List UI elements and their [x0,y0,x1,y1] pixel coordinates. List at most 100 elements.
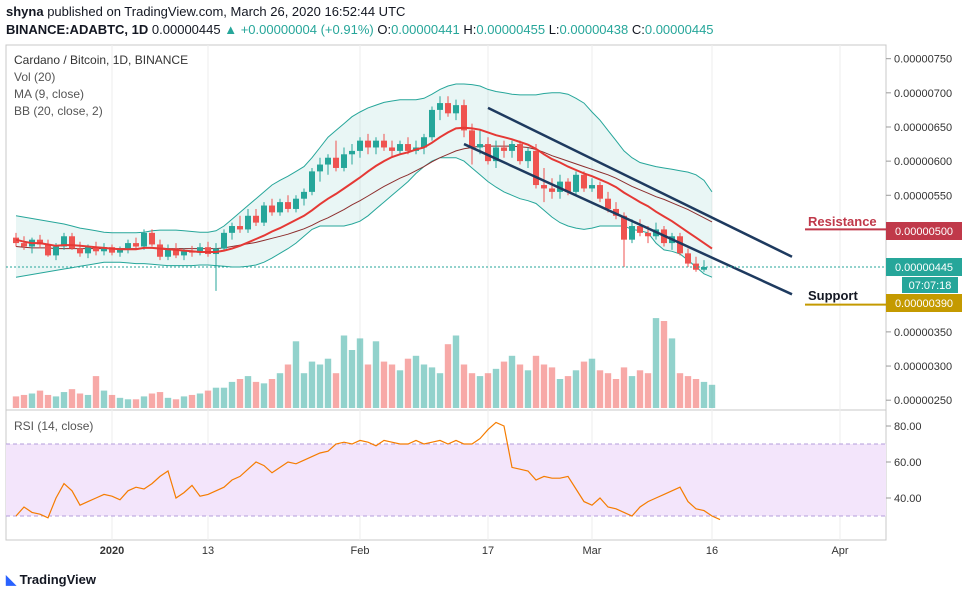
up-arrow-icon: ▲ [224,22,238,37]
candle-body [637,226,643,233]
volume-bar [444,344,452,408]
candle-body [645,232,651,237]
high-value: 0.00000455 [476,22,546,37]
last-value: 0.00000445 [151,22,221,37]
open-value: 0.00000441 [391,22,460,37]
candle-body [629,226,635,240]
volume-bar [532,355,540,408]
tradingview-logo-icon: ◣ [6,572,16,587]
volume-bar [508,355,516,408]
close-label: C: [631,22,645,37]
volume-bar [148,393,156,408]
candle-body [509,144,515,151]
volume-bar [572,370,580,408]
volume-bar [100,390,108,408]
legend-ma: MA (9, close) [14,87,84,101]
change-value: +0.00000004 (+0.91%) [240,22,374,37]
volume-bar [276,373,284,408]
volume-bar [252,381,260,408]
ma-line [15,126,713,253]
bb-upper-line [15,83,713,234]
low-value: 0.00000438 [559,22,629,37]
candle-body [517,144,523,162]
candle-body [285,202,291,209]
legend-bb: BB (20, close, 2) [14,104,103,118]
volume-bar [324,358,332,408]
support-label: Support [808,288,858,303]
candle-body [445,103,451,114]
candle-body [533,150,539,186]
price-tick-label: 0.00000750 [894,54,952,66]
volume-bar [36,390,44,408]
candle-body [597,185,603,199]
price-levels [6,228,886,306]
volume-bar [20,394,28,408]
volume-bar [452,335,460,408]
volume-bar [356,338,364,408]
volume-bars [12,318,716,408]
volume-bar [140,396,148,408]
volume-bar [436,373,444,408]
time-tick-label: 2020 [100,545,124,557]
support-price-text: 0.00000390 [895,298,953,310]
volume-bar [244,376,252,408]
volume-bar [316,364,324,408]
volume-bar [108,394,116,408]
candle-body [69,236,75,249]
volume-bar [604,373,612,408]
candle-body [373,140,379,148]
volume-bar [380,361,388,408]
volume-bar [52,396,60,408]
volume-bar [156,392,164,408]
candle-body [173,248,179,256]
volume-bar [484,373,492,408]
volume-bar [396,370,404,408]
trend-channel [463,106,793,296]
candle-body [253,215,259,223]
author-name[interactable]: shyna [6,4,44,19]
tradingview-logo[interactable]: ◣ TradingView [6,572,96,588]
volume-bar [628,376,636,408]
candle-body [485,144,491,162]
candle-body [45,244,51,256]
volume-bar [660,321,668,408]
candle-body [229,226,235,233]
price-tick-label: 0.00000250 [894,395,952,407]
time-tick-label: Mar [583,545,602,557]
rsi-tick-label: 40.00 [894,493,922,505]
high-label: H: [463,22,477,37]
candle-body [37,239,43,245]
volume-bar [644,373,652,408]
candle-body [397,144,403,151]
candle-body [429,109,435,138]
candle-body [333,157,339,168]
legend-vol: Vol (20) [14,70,55,84]
low-label: L: [548,22,560,37]
header-ohlc-line: BINANCE:ADABTC, 1D 0.00000445 ▲ +0.00000… [6,22,714,37]
volume-bar [564,376,572,408]
volume-bar [228,381,236,408]
volume-bar [180,396,188,408]
volume-bar [492,368,500,408]
candle-body [85,246,91,254]
candle-body [365,140,371,148]
rsi-band [6,443,886,517]
candle-body [77,248,83,254]
candle-body [573,174,579,192]
volume-bar [700,381,708,408]
volume-bar [516,364,524,408]
candle-body [453,105,459,114]
volume-bar [164,397,172,408]
candle-body [293,198,299,209]
candle-body [381,140,387,148]
candle-body [461,105,467,131]
rsi-band-fill [6,444,886,516]
resistance-price-badge [886,222,962,240]
volume-bar [652,318,660,408]
volume-bar [636,370,644,408]
candle-body [309,171,315,192]
volume-bar [468,373,476,408]
volume-bar [676,373,684,408]
price-tick-label: 0.00000300 [894,361,952,373]
